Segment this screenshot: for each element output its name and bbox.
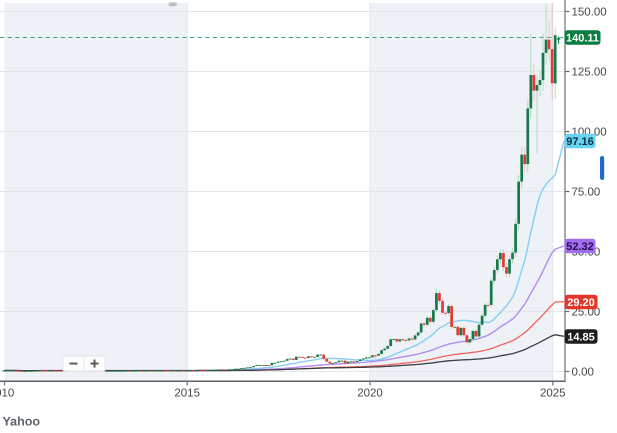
svg-text:150.00: 150.00	[572, 7, 607, 19]
svg-text:2010: 2010	[0, 388, 14, 400]
svg-text:140.11: 140.11	[566, 32, 599, 44]
svg-text:2020: 2020	[357, 388, 383, 400]
svg-text:2015: 2015	[174, 388, 200, 400]
svg-text:125.00: 125.00	[572, 67, 607, 79]
svg-text:Yahoo: Yahoo	[3, 415, 41, 429]
svg-text:14.85: 14.85	[567, 331, 595, 343]
svg-text:75.00: 75.00	[572, 187, 601, 199]
svg-text:52.32: 52.32	[566, 241, 594, 253]
svg-text:2025: 2025	[540, 388, 566, 400]
svg-text:29.20: 29.20	[567, 297, 595, 309]
svg-text:25.00: 25.00	[572, 307, 601, 319]
svg-text:0.00: 0.00	[572, 367, 594, 379]
svg-text:97.16: 97.16	[566, 136, 594, 148]
